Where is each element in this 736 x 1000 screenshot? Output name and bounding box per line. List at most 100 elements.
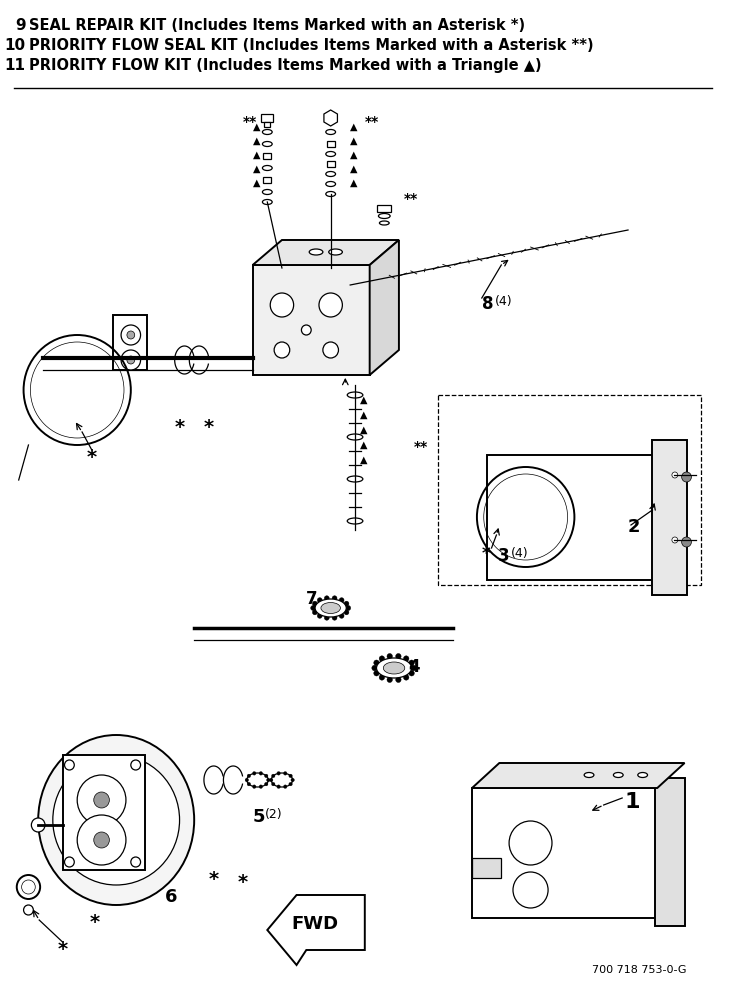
Text: ▲: ▲ [252,150,261,160]
Circle shape [396,654,401,659]
Circle shape [32,818,45,832]
Circle shape [65,760,74,770]
Circle shape [93,792,110,808]
Circle shape [127,331,135,339]
Bar [652,440,687,595]
Circle shape [339,598,344,603]
Ellipse shape [53,755,180,885]
Circle shape [332,615,337,620]
Circle shape [411,665,417,671]
Text: ▲: ▲ [360,455,367,465]
Circle shape [277,772,280,775]
Ellipse shape [383,662,405,674]
Circle shape [374,670,379,676]
Text: ▲: ▲ [252,164,261,174]
Circle shape [245,778,249,782]
Text: *: * [174,418,185,437]
Bar [327,141,335,147]
Text: **: ** [404,192,418,206]
Circle shape [283,772,287,775]
Bar [378,205,391,212]
Ellipse shape [321,602,341,613]
Text: SEAL REPAIR KIT (Includes Items Marked with an Asterisk *): SEAL REPAIR KIT (Includes Items Marked w… [29,18,526,33]
Text: *: * [90,913,100,932]
Text: 2: 2 [628,518,640,536]
Circle shape [379,675,385,680]
Circle shape [312,601,317,606]
Text: ▲: ▲ [350,122,358,132]
Bar [472,858,501,878]
Text: *: * [209,870,219,889]
Circle shape [672,537,678,543]
Circle shape [387,677,392,682]
Circle shape [344,610,349,615]
Circle shape [269,778,273,782]
Circle shape [291,778,294,782]
Circle shape [264,774,268,778]
Circle shape [270,293,294,317]
Text: 3: 3 [498,547,510,565]
Ellipse shape [613,772,623,778]
Circle shape [396,677,401,682]
Circle shape [403,656,409,661]
Circle shape [272,774,275,778]
Circle shape [346,605,350,610]
Circle shape [272,782,275,786]
Circle shape [252,772,256,775]
Circle shape [325,596,329,601]
Ellipse shape [271,773,293,787]
Text: *: * [87,448,97,467]
Polygon shape [369,240,399,375]
Circle shape [409,660,414,666]
Circle shape [302,325,311,335]
Bar [438,395,701,585]
Ellipse shape [638,772,648,778]
Text: (2): (2) [266,808,283,821]
Polygon shape [252,240,399,265]
Ellipse shape [38,735,194,905]
Circle shape [274,342,290,358]
Text: 1: 1 [624,792,640,812]
Circle shape [121,325,141,345]
Text: FWD: FWD [291,915,339,933]
Text: **: ** [414,440,428,454]
Circle shape [325,615,329,620]
Text: (4): (4) [495,295,512,308]
Circle shape [332,596,337,601]
Text: ▲: ▲ [350,178,358,188]
Circle shape [289,774,292,778]
Circle shape [259,785,263,788]
Circle shape [77,815,126,865]
Text: 700 718 753-0-G: 700 718 753-0-G [592,965,687,975]
Ellipse shape [584,772,594,778]
Text: 8: 8 [482,295,493,313]
Circle shape [93,832,110,848]
Circle shape [323,342,339,358]
Ellipse shape [247,773,269,787]
Text: 4: 4 [408,658,420,676]
Text: 11: 11 [4,58,26,73]
Bar [261,114,273,122]
Circle shape [374,660,379,666]
Text: ▲: ▲ [360,440,367,450]
Text: **: ** [243,115,257,129]
Bar [264,122,270,127]
Text: ▲: ▲ [350,150,358,160]
Circle shape [65,857,74,867]
Polygon shape [267,895,365,965]
Text: *: * [204,418,214,437]
Circle shape [319,293,342,317]
Text: **: ** [365,115,379,129]
Circle shape [409,670,414,676]
Bar [486,455,657,580]
Circle shape [317,613,322,618]
Circle shape [372,665,378,671]
Circle shape [339,613,344,618]
Circle shape [283,785,287,788]
Text: PRIORITY FLOW KIT (Includes Items Marked with a Triangle ▲): PRIORITY FLOW KIT (Includes Items Marked… [29,58,542,73]
Circle shape [312,610,317,615]
Circle shape [247,782,251,786]
Bar [327,161,335,167]
Text: (4): (4) [511,547,528,560]
Text: ▲: ▲ [252,178,261,188]
